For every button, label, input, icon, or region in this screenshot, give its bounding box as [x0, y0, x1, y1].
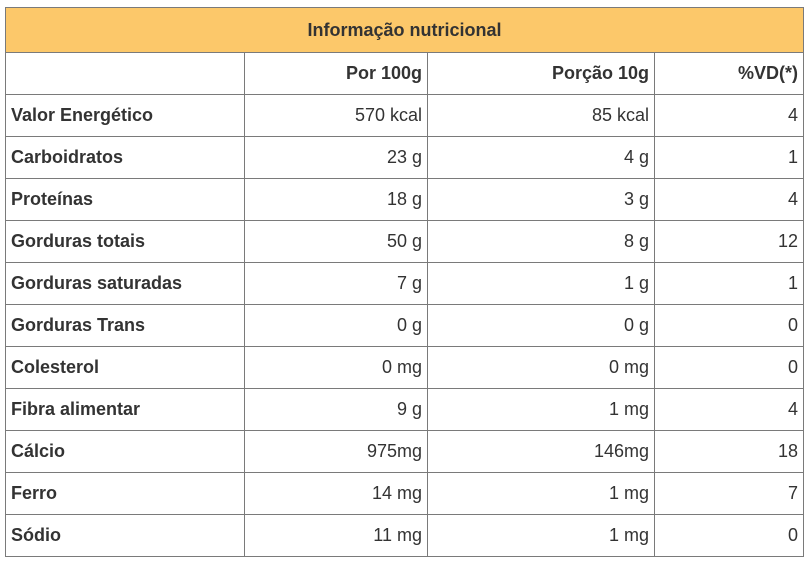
table-row: Sódio 11 mg 1 mg 0 [5, 514, 805, 557]
nutrient-label: Ferro [5, 472, 245, 515]
portion-value: 0 mg [427, 346, 655, 389]
nutrition-table: Informação nutricional Por 100g Porção 1… [4, 7, 805, 557]
table-row: Cálcio 975mg 146mg 18 [5, 430, 805, 473]
vd-value: 0 [653, 304, 805, 347]
vd-value: 4 [653, 94, 805, 137]
per100-value: 9 g [244, 388, 428, 431]
nutrient-label: Fibra alimentar [5, 388, 245, 431]
nutrient-label: Proteínas [5, 178, 245, 221]
portion-value: 146mg [427, 430, 655, 473]
nutrient-label: Cálcio [5, 430, 245, 473]
per100-value: 18 g [244, 178, 428, 221]
table-row: Colesterol 0 mg 0 mg 0 [5, 346, 805, 389]
nutrient-label: Gorduras saturadas [5, 262, 245, 305]
per100-value: 50 g [244, 220, 428, 263]
portion-value: 4 g [427, 136, 655, 179]
column-header-row: Por 100g Porção 10g %VD(*) [5, 52, 805, 95]
vd-value: 18 [653, 430, 805, 473]
nutrient-label: Sódio [5, 514, 245, 557]
portion-value: 1 mg [427, 472, 655, 515]
per100-value: 7 g [244, 262, 428, 305]
portion-value: 1 mg [427, 388, 655, 431]
per100-value: 14 mg [244, 472, 428, 515]
nutrient-label: Valor Energético [5, 94, 245, 137]
per100-value: 570 kcal [244, 94, 428, 137]
vd-value: 4 [653, 388, 805, 431]
vd-value: 12 [653, 220, 805, 263]
portion-value: 1 g [427, 262, 655, 305]
vd-value: 1 [653, 136, 805, 179]
nutrient-label: Gorduras Trans [5, 304, 245, 347]
table-row: Carboidratos 23 g 4 g 1 [5, 136, 805, 179]
per100-value: 975mg [244, 430, 428, 473]
table-row: Gorduras Trans 0 g 0 g 0 [5, 304, 805, 347]
table-row: Valor Energético 570 kcal 85 kcal 4 [5, 94, 805, 137]
nutrient-label: Carboidratos [5, 136, 245, 179]
nutrient-label: Gorduras totais [5, 220, 245, 263]
column-header-per100: Por 100g [244, 52, 428, 95]
table-row: Proteínas 18 g 3 g 4 [5, 178, 805, 221]
nutrition-rows: Valor Energético 570 kcal 85 kcal 4 Carb… [5, 94, 805, 557]
per100-value: 23 g [244, 136, 428, 179]
portion-value: 1 mg [427, 514, 655, 557]
per100-value: 0 mg [244, 346, 428, 389]
column-header-vd: %VD(*) [653, 52, 805, 95]
portion-value: 3 g [427, 178, 655, 221]
column-header-portion: Porção 10g [427, 52, 655, 95]
portion-value: 85 kcal [427, 94, 655, 137]
portion-value: 0 g [427, 304, 655, 347]
column-header-empty [5, 52, 245, 95]
vd-value: 4 [653, 178, 805, 221]
table-row: Gorduras saturadas 7 g 1 g 1 [5, 262, 805, 305]
table-title: Informação nutricional [4, 7, 805, 53]
per100-value: 11 mg [244, 514, 428, 557]
vd-value: 7 [653, 472, 805, 515]
vd-value: 1 [653, 262, 805, 305]
table-row: Ferro 14 mg 1 mg 7 [5, 472, 805, 515]
portion-value: 8 g [427, 220, 655, 263]
title-row: Informação nutricional [4, 7, 805, 53]
nutrient-label: Colesterol [5, 346, 245, 389]
per100-value: 0 g [244, 304, 428, 347]
table-row: Fibra alimentar 9 g 1 mg 4 [5, 388, 805, 431]
vd-value: 0 [653, 514, 805, 557]
vd-value: 0 [653, 346, 805, 389]
table-row: Gorduras totais 50 g 8 g 12 [5, 220, 805, 263]
